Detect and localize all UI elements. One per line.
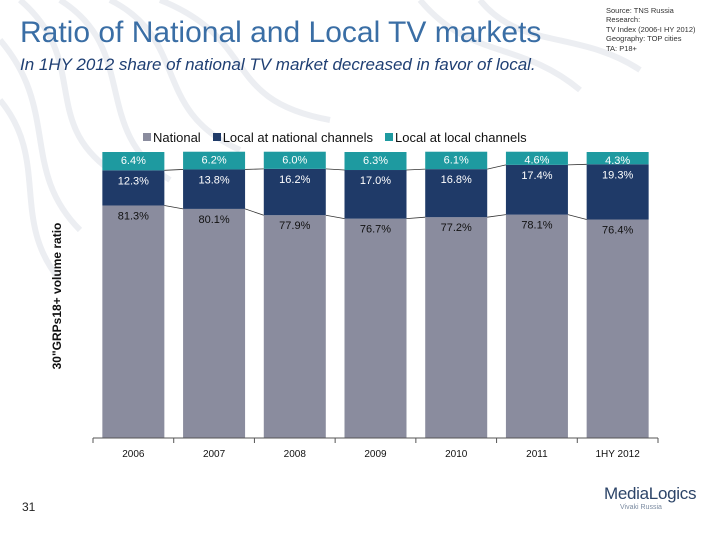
series-connector	[406, 216, 426, 220]
data-label-local-local: 6.3%	[363, 155, 388, 167]
data-label-local-local: 4.3%	[605, 155, 630, 167]
series-connector	[487, 214, 506, 218]
data-label-national: 78.1%	[521, 220, 552, 232]
logo-name: MediaLogics	[604, 484, 697, 503]
series-connector	[406, 168, 426, 171]
series-connector	[164, 205, 184, 210]
page-title: Ratio of National and Local TV markets	[20, 16, 542, 49]
bar-local-local	[425, 151, 488, 170]
data-label-local-local: 4.6%	[524, 155, 549, 167]
bar-local-national	[505, 164, 568, 215]
data-label-national: 77.9%	[279, 220, 310, 232]
data-label-local-national: 19.3%	[602, 169, 633, 181]
legend-item-national: National	[143, 130, 201, 145]
data-labels: 81.3% 12.3% 6.4% 80.1% 13.8% 6.2% 77.9% 16.2% 6.…	[118, 155, 634, 237]
logo-tagline: Vivaki Russia	[620, 504, 662, 511]
category-label: 2009	[364, 449, 387, 460]
bar-local-local	[263, 151, 326, 169]
legend-swatch-local-local	[385, 133, 394, 141]
bar-local-local	[505, 151, 568, 165]
bar-local-national	[183, 169, 246, 209]
legend-label-local-local: Local at local channels	[395, 129, 527, 145]
source-line: Geography: TOP cities	[606, 34, 682, 44]
data-label-local-national: 16.8%	[441, 174, 472, 186]
data-label-national: 81.3%	[118, 210, 149, 222]
bar-local-local	[344, 152, 407, 171]
category-label: 2011	[526, 449, 548, 460]
bar-local-national	[425, 169, 488, 218]
series-connector	[487, 164, 507, 170]
legend-swatch-national	[143, 133, 151, 141]
page-subtitle: In 1HY 2012 share of national TV market …	[20, 55, 536, 74]
legend-item-local-local: Local at local channels	[385, 130, 527, 145]
series-connector	[325, 168, 345, 171]
category-label: 2007	[203, 449, 226, 460]
series-connector	[164, 169, 184, 171]
bar-local-national	[263, 168, 326, 216]
category-label: 2008	[284, 449, 307, 460]
bar-national	[263, 215, 326, 438]
bar-local-national	[586, 164, 649, 220]
bar-local-national	[344, 170, 407, 219]
source-line: TV Index (2006-I HY 2012)	[606, 24, 696, 34]
data-label-national: 76.4%	[602, 224, 633, 236]
bar-national	[586, 219, 649, 438]
source-line: Source: TNS Russia	[606, 6, 674, 15]
data-label-local-local: 6.2%	[202, 155, 227, 167]
bar-local-local	[183, 151, 246, 170]
source-line: TA: P18+	[606, 43, 637, 53]
data-label-local-national: 12.3%	[118, 175, 149, 187]
medialogics-logo: MediaLogics Vivaki Russia	[604, 484, 714, 511]
data-label-local-national: 13.8%	[198, 174, 229, 186]
data-label-local-local: 6.4%	[121, 155, 146, 167]
bar-local-local	[102, 152, 165, 171]
bar-connectors	[164, 163, 587, 220]
source-line: Research:	[606, 15, 641, 25]
data-label-national: 76.7%	[360, 224, 391, 236]
bar-national	[505, 214, 568, 438]
legend-label-national: National	[153, 129, 201, 145]
bar-marks	[102, 151, 649, 438]
bar-national	[344, 218, 407, 438]
data-label-local-local: 6.1%	[444, 155, 469, 167]
bar-national	[425, 217, 488, 438]
legend-label-local-national: Local at national channels	[222, 129, 374, 145]
data-label-national: 80.1%	[198, 214, 229, 226]
data-label-national: 77.2%	[441, 222, 472, 234]
series-connector	[245, 168, 264, 170]
legend-swatch-local-national	[212, 133, 221, 141]
bar-local-national	[102, 170, 165, 206]
legend-item-local-national: Local at national channels	[212, 129, 374, 145]
series-connector	[567, 163, 587, 166]
data-label-local-national: 17.0%	[360, 175, 391, 187]
category-label: 2010	[445, 449, 468, 460]
data-label-local-national: 16.2%	[279, 174, 310, 186]
y-axis-label: 30"GRPs18+ volume ratio	[50, 223, 64, 370]
data-label-local-national: 17.4%	[521, 170, 552, 182]
bar-local-local	[586, 152, 649, 165]
chart-legend: National Local at national channels Loca…	[143, 129, 527, 145]
page-number: 31	[22, 500, 36, 514]
data-label-local-local: 6.0%	[282, 155, 307, 167]
series-connector	[325, 214, 345, 220]
category-label: 1HY 2012	[595, 449, 640, 460]
bar-national	[183, 208, 246, 438]
source-note: Source: TNS Russia Research: TV Index (2…	[606, 6, 718, 53]
x-axis: 2006 2007 2008 2009 2010 2011 1HY 2012	[92, 437, 659, 460]
series-connector	[244, 208, 264, 216]
series-connector	[567, 214, 587, 220]
bar-national	[102, 205, 165, 438]
category-label: 2006	[122, 449, 145, 460]
